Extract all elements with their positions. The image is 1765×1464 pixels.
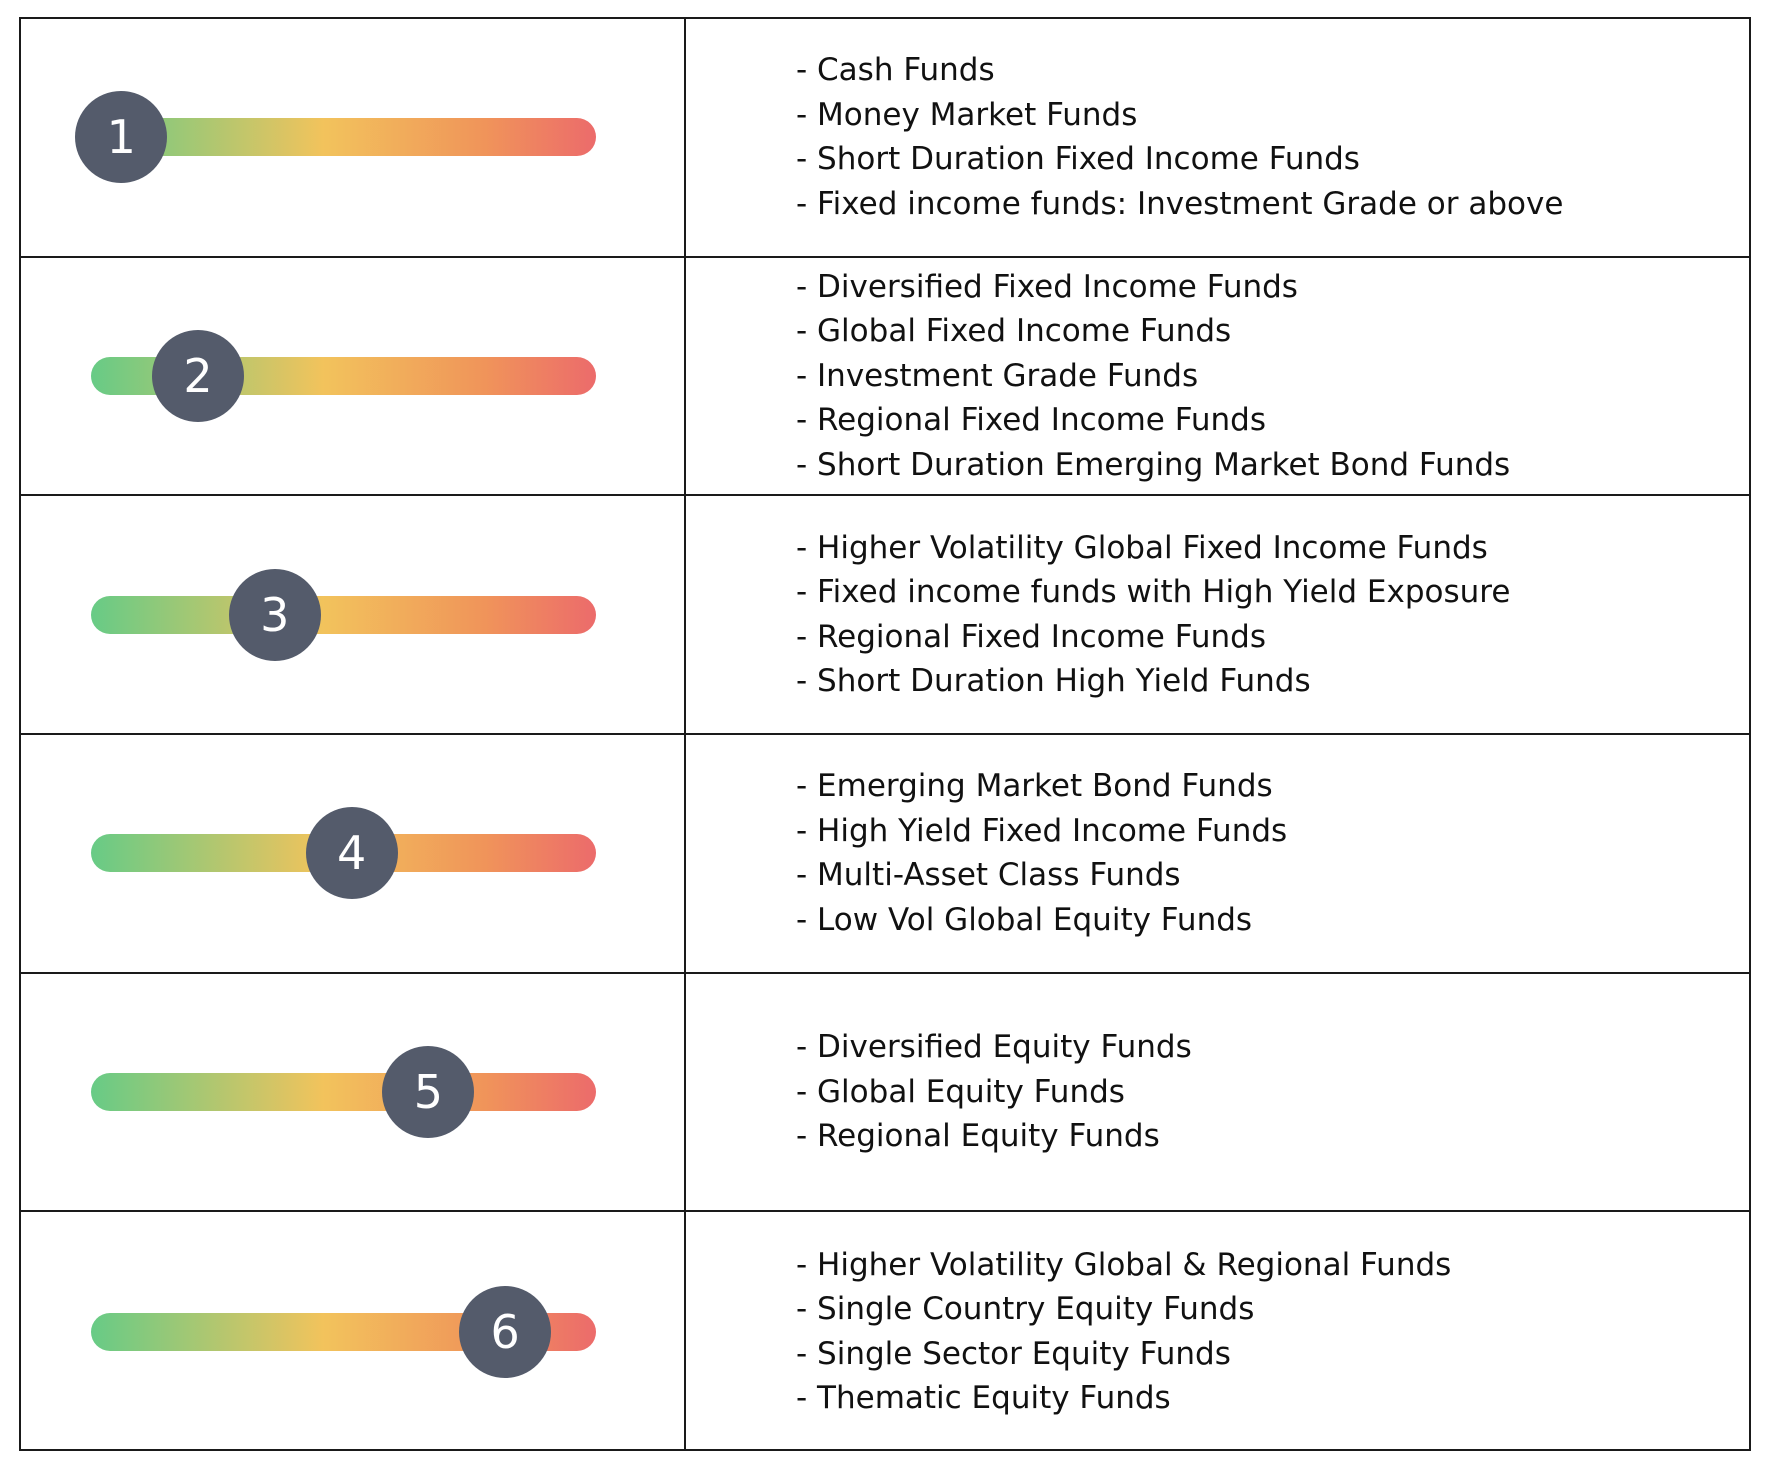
risk-slider-track: 2 [91, 329, 596, 422]
risk-level-knob: 5 [382, 1045, 475, 1138]
fund-item: - Global Fixed Income Funds [796, 313, 1232, 350]
risk-scale-cell: 5 [21, 973, 686, 1211]
fund-types-cell: - Higher Volatility Global Fixed Income … [686, 496, 1749, 733]
fund-item: - Thematic Equity Funds [796, 1380, 1171, 1417]
fund-types-cell: - Cash Funds - Money Market Funds - Shor… [686, 19, 1749, 256]
risk-level-knob: 4 [305, 807, 398, 900]
fund-list: - Higher Volatility Global Fixed Income … [686, 526, 1510, 704]
risk-level-knob: 2 [152, 329, 245, 422]
fund-item: - Short Duration Emerging Market Bond Fu… [796, 446, 1511, 483]
risk-slider-track: 4 [91, 807, 596, 900]
risk-scale-cell: 6 [21, 1212, 686, 1451]
risk-scale-cell: 3 [21, 496, 686, 733]
fund-list: - Diversified Equity Funds - Global Equi… [686, 1025, 1192, 1159]
risk-level-knob: 3 [228, 568, 321, 661]
risk-row-5: 5 - Diversified Equity Funds - Global Eq… [21, 973, 1749, 1213]
fund-item: - Short Duration Fixed Income Funds [796, 141, 1360, 178]
risk-slider-track: 6 [91, 1285, 596, 1378]
risk-row-2: 2 - Diversified Fixed Income Funds - Glo… [21, 257, 1749, 497]
risk-row-6: 6 - Higher Volatility Global & Regional … [21, 1212, 1749, 1451]
risk-level-knob: 1 [75, 91, 168, 184]
fund-item: - Diversified Equity Funds [796, 1029, 1192, 1066]
fund-item: - Regional Equity Funds [796, 1118, 1160, 1155]
fund-item: - Regional Fixed Income Funds [796, 402, 1266, 439]
fund-item: - High Yield Fixed Income Funds [796, 812, 1288, 849]
fund-item: - Cash Funds [796, 52, 995, 89]
fund-types-cell: - Higher Volatility Global & Regional Fu… [686, 1212, 1749, 1451]
risk-row-4: 4 - Emerging Market Bond Funds - High Yi… [21, 734, 1749, 974]
risk-scale-cell: 2 [21, 257, 686, 495]
fund-item: - Investment Grade Funds [796, 357, 1199, 394]
risk-slider-track: 1 [75, 91, 596, 184]
fund-item: - Multi-Asset Class Funds [796, 857, 1181, 894]
fund-item: - Single Sector Equity Funds [796, 1335, 1231, 1372]
fund-item: - Low Vol Global Equity Funds [796, 901, 1253, 938]
risk-slider-track: 5 [91, 1045, 596, 1138]
fund-item: - Single Country Equity Funds [796, 1291, 1255, 1328]
risk-table: 1 - Cash Funds - Money Market Funds - Sh… [19, 17, 1751, 1451]
fund-item: - Higher Volatility Global & Regional Fu… [796, 1246, 1452, 1283]
fund-list: - Cash Funds - Money Market Funds - Shor… [686, 48, 1563, 226]
fund-item: - Fixed income funds with High Yield Exp… [796, 574, 1511, 611]
fund-types-cell: - Diversified Fixed Income Funds - Globa… [686, 258, 1749, 495]
fund-item: - Regional Fixed Income Funds [796, 618, 1266, 655]
fund-list: - Diversified Fixed Income Funds - Globa… [686, 265, 1510, 488]
fund-item: - Diversified Fixed Income Funds [796, 268, 1298, 305]
risk-slider-track: 3 [91, 568, 596, 661]
risk-scale-cell: 4 [21, 734, 686, 972]
fund-list: - Higher Volatility Global & Regional Fu… [686, 1243, 1451, 1421]
fund-types-cell: - Emerging Market Bond Funds - High Yiel… [686, 735, 1749, 972]
fund-item: - Fixed income funds: Investment Grade o… [796, 185, 1564, 222]
risk-level-knob: 6 [459, 1285, 552, 1378]
fund-types-cell: - Diversified Equity Funds - Global Equi… [686, 974, 1749, 1211]
fund-item: - Short Duration High Yield Funds [796, 663, 1311, 700]
risk-row-3: 3 - Higher Volatility Global Fixed Incom… [21, 496, 1749, 735]
fund-item: - Higher Volatility Global Fixed Income … [796, 529, 1488, 566]
risk-row-1: 1 - Cash Funds - Money Market Funds - Sh… [21, 19, 1749, 258]
fund-item: - Global Equity Funds [796, 1073, 1125, 1110]
fund-list: - Emerging Market Bond Funds - High Yiel… [686, 764, 1287, 942]
fund-item: - Emerging Market Bond Funds [796, 768, 1273, 805]
risk-scale-cell: 1 [21, 19, 686, 256]
fund-item: - Money Market Funds [796, 96, 1138, 133]
